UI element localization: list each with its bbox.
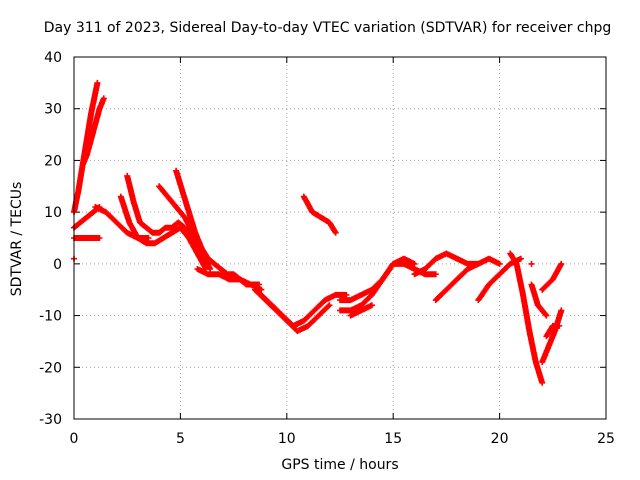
data-point-markers [507, 250, 546, 386]
x-tick-label: 0 [70, 431, 79, 447]
y-tick-label: -10 [39, 309, 62, 325]
series-arc-2 [79, 95, 107, 169]
series-arc-11 [194, 266, 265, 293]
series-arc-8 [117, 193, 209, 272]
series-arc-4 [71, 235, 103, 241]
series-arc-17 [347, 302, 375, 319]
y-tick-label: -30 [39, 412, 62, 428]
series-arc-18 [411, 250, 482, 278]
series-arc-13 [258, 291, 350, 329]
series-arc-23 [539, 260, 565, 293]
x-tick-label: 5 [176, 431, 185, 447]
data-point-markers [411, 250, 482, 278]
y-tick-label: -20 [39, 360, 62, 376]
data-point-markers [71, 235, 103, 241]
x-tick-label: 10 [278, 431, 296, 447]
data-point-markers [528, 260, 535, 267]
series-arc-25 [543, 322, 563, 340]
series-arc-19 [432, 255, 503, 304]
y-tick-label: 30 [44, 102, 62, 118]
x-tick-label: 25 [597, 431, 615, 447]
data-point-markers [528, 281, 550, 319]
y-tick-label: 40 [44, 50, 62, 66]
data-point-markers [432, 255, 503, 304]
series-arc-21 [507, 250, 546, 386]
data-point-markers [117, 193, 209, 272]
grid-lines [74, 57, 606, 419]
series-arc-16 [337, 255, 418, 314]
series-arc-14 [300, 193, 339, 236]
x-tick-label: 15 [384, 431, 402, 447]
data-point-markers [337, 255, 418, 314]
series-arc-22 [528, 281, 550, 319]
data-point-markers [347, 302, 375, 319]
axis-ticks: 0 5 10 15 20 25 -30 -20 -10 0 10 20 30 40 [39, 50, 615, 447]
x-tick-label: 20 [491, 431, 509, 447]
data-point-markers [79, 95, 107, 169]
y-tick-label: 20 [44, 153, 62, 169]
chart-title: Day 311 of 2023, Sidereal Day-to-day VTE… [43, 20, 612, 36]
plot-frame [73, 56, 607, 420]
y-tick-label: 0 [53, 257, 62, 273]
y-tick-label: 10 [44, 205, 62, 221]
x-axis-label: GPS time / hours [281, 457, 399, 473]
data-point-markers [539, 260, 565, 293]
data-point-markers [543, 322, 563, 340]
data-point-markers [194, 266, 265, 293]
series-arc-26 [528, 260, 535, 267]
data-point-markers [258, 291, 350, 329]
data-series [71, 79, 565, 386]
data-point-markers [300, 193, 339, 236]
y-axis-label: SDTVAR / TECUs [9, 181, 25, 297]
